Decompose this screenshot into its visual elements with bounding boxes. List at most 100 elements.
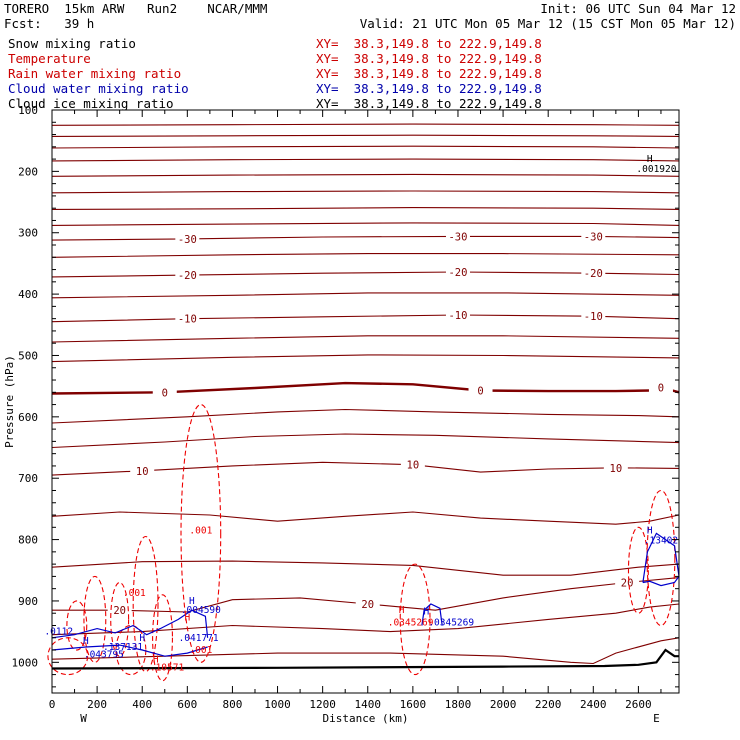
isotherm-line: [51, 314, 680, 323]
cloud-water-contour: [642, 532, 680, 587]
rain-contour: [110, 581, 130, 657]
max-value-label: .041771: [179, 633, 219, 644]
max-marker: H: [399, 605, 405, 616]
rain-contour: [66, 600, 88, 651]
valid-time: Valid: 21 UTC Mon 05 Mar 12 (15 CST Mon …: [359, 16, 736, 31]
isotherm-label: -20: [178, 270, 197, 282]
x-tick-label: 1400: [355, 698, 382, 711]
y-tick-label: 300: [18, 227, 38, 240]
isotherm-label: 10: [407, 460, 420, 472]
isotherm-label-bg: [152, 386, 177, 398]
isotherm-label: 0: [658, 382, 664, 394]
rain-contour: [180, 404, 222, 663]
max-value-label: .001: [123, 588, 146, 599]
isotherm-label-bg: [581, 230, 606, 242]
isotherm-label: -30: [448, 231, 467, 243]
isotherm-line: [51, 235, 680, 241]
x-tick-label: 800: [222, 698, 242, 711]
legend-snow-xy: XY= 38.3,149.8 to 222.9,149.8: [316, 36, 542, 51]
isotherm-line: [51, 271, 680, 278]
max-value-label: .001: [189, 525, 212, 536]
y-tick-label: 400: [18, 288, 38, 301]
max-value-label: .001920: [636, 164, 676, 175]
terrain-line: [51, 648, 679, 670]
x-tick-label: 400: [132, 698, 152, 711]
max-marker: H: [184, 613, 190, 624]
west-end-label: W: [80, 712, 87, 725]
rain-contour: [627, 526, 649, 614]
x-tick-label: 200: [87, 698, 107, 711]
forecast-hour: Fcst: 39 h: [4, 16, 95, 31]
isotherm-line: [51, 158, 680, 162]
legend-cloud-water-name: Cloud water mixing ratio: [8, 81, 189, 96]
isotherm-label: 20: [361, 599, 374, 611]
model-run-title: TORERO 15km ARW Run2 NCAR/MMM: [4, 1, 268, 16]
max-value-label: .13402: [644, 535, 678, 546]
max-value-label: .001: [189, 645, 212, 656]
legend-snow-name: Snow mixing ratio: [8, 36, 136, 51]
isotherm-label: 20: [113, 605, 126, 617]
legend-cloud-water-xy: XY= 38.3,149.8 to 222.9,149.8: [316, 81, 542, 96]
isotherm-line: [51, 207, 680, 210]
x-tick-label: 2400: [580, 698, 607, 711]
legend-rain-xy: XY= 38.3,149.8 to 222.9,149.8: [316, 66, 542, 81]
plot-frame: [51, 109, 680, 694]
isotherm-line: [51, 222, 680, 226]
x-tick-label: 1200: [309, 698, 336, 711]
isotherm-label: -10: [178, 314, 197, 326]
max-value-label: .0112: [44, 627, 73, 638]
y-tick-label: 100: [18, 104, 38, 117]
isotherm-label-bg: [468, 384, 493, 396]
max-value-label: .043795: [84, 649, 124, 660]
max-value-label: .004590: [181, 605, 221, 616]
isotherm-line: [51, 145, 680, 149]
isotherm-line: [51, 335, 680, 343]
isotherm-line: [51, 560, 680, 576]
max-value-label: .0345269: [388, 617, 434, 628]
isotherm-label-bg: [615, 576, 640, 588]
isotherm-line: [51, 433, 680, 449]
legend-temperature-xy: XY= 38.3,149.8 to 222.9,149.8: [316, 51, 542, 66]
isotherm-line: [51, 123, 680, 126]
isotherm-line: [51, 381, 680, 395]
max-marker: H: [189, 596, 195, 607]
legend-cloud-ice-xy: XY= 38.3,149.8 to 222.9,149.8: [316, 96, 542, 111]
isotherm-label-bg: [175, 312, 200, 324]
isotherm-label-bg: [400, 458, 425, 470]
isotherm-label-bg: [445, 266, 470, 278]
isotherm-label-bg: [175, 269, 200, 281]
isotherm-line: [51, 190, 680, 194]
x-tick-label: 0: [49, 698, 56, 711]
y-tick-label: 500: [18, 349, 38, 362]
y-tick-label: 800: [18, 534, 38, 547]
max-marker: H: [139, 633, 145, 644]
isotherm-label-bg: [130, 464, 155, 476]
isotherm-label: -30: [178, 234, 197, 246]
legend-temperature-name: Temperature: [8, 51, 91, 66]
max-value-label: .137131: [103, 642, 143, 653]
cloud-water-contour: [421, 603, 443, 626]
isotherm-label: 10: [136, 466, 149, 478]
isotherm-label-bg: [581, 267, 606, 279]
isotherm-line: [51, 354, 680, 363]
max-marker: H: [647, 525, 653, 536]
isotherm-label-bg: [581, 310, 606, 322]
isotherm-line: [51, 292, 680, 299]
isotherm-line: [51, 637, 680, 665]
max-marker: H: [424, 606, 430, 617]
x-tick-label: 2200: [535, 698, 562, 711]
isotherm-label: 20: [621, 578, 634, 590]
rain-contour: [47, 637, 89, 676]
rain-contour: [132, 535, 159, 673]
rain-contour: [83, 575, 107, 663]
isotherm-line: [51, 511, 680, 525]
isotherm-label: -20: [448, 267, 467, 279]
y-axis-title: Pressure (hPa): [3, 355, 16, 448]
legend-rain-name: Rain water mixing ratio: [8, 66, 182, 81]
isotherm-label: -10: [448, 310, 467, 322]
x-tick-label: 600: [177, 698, 197, 711]
isotherm-label: 10: [610, 463, 623, 475]
isotherm-label-bg: [603, 461, 628, 473]
x-axis-title: Distance (km): [322, 712, 408, 725]
rain-contour: [646, 489, 676, 627]
